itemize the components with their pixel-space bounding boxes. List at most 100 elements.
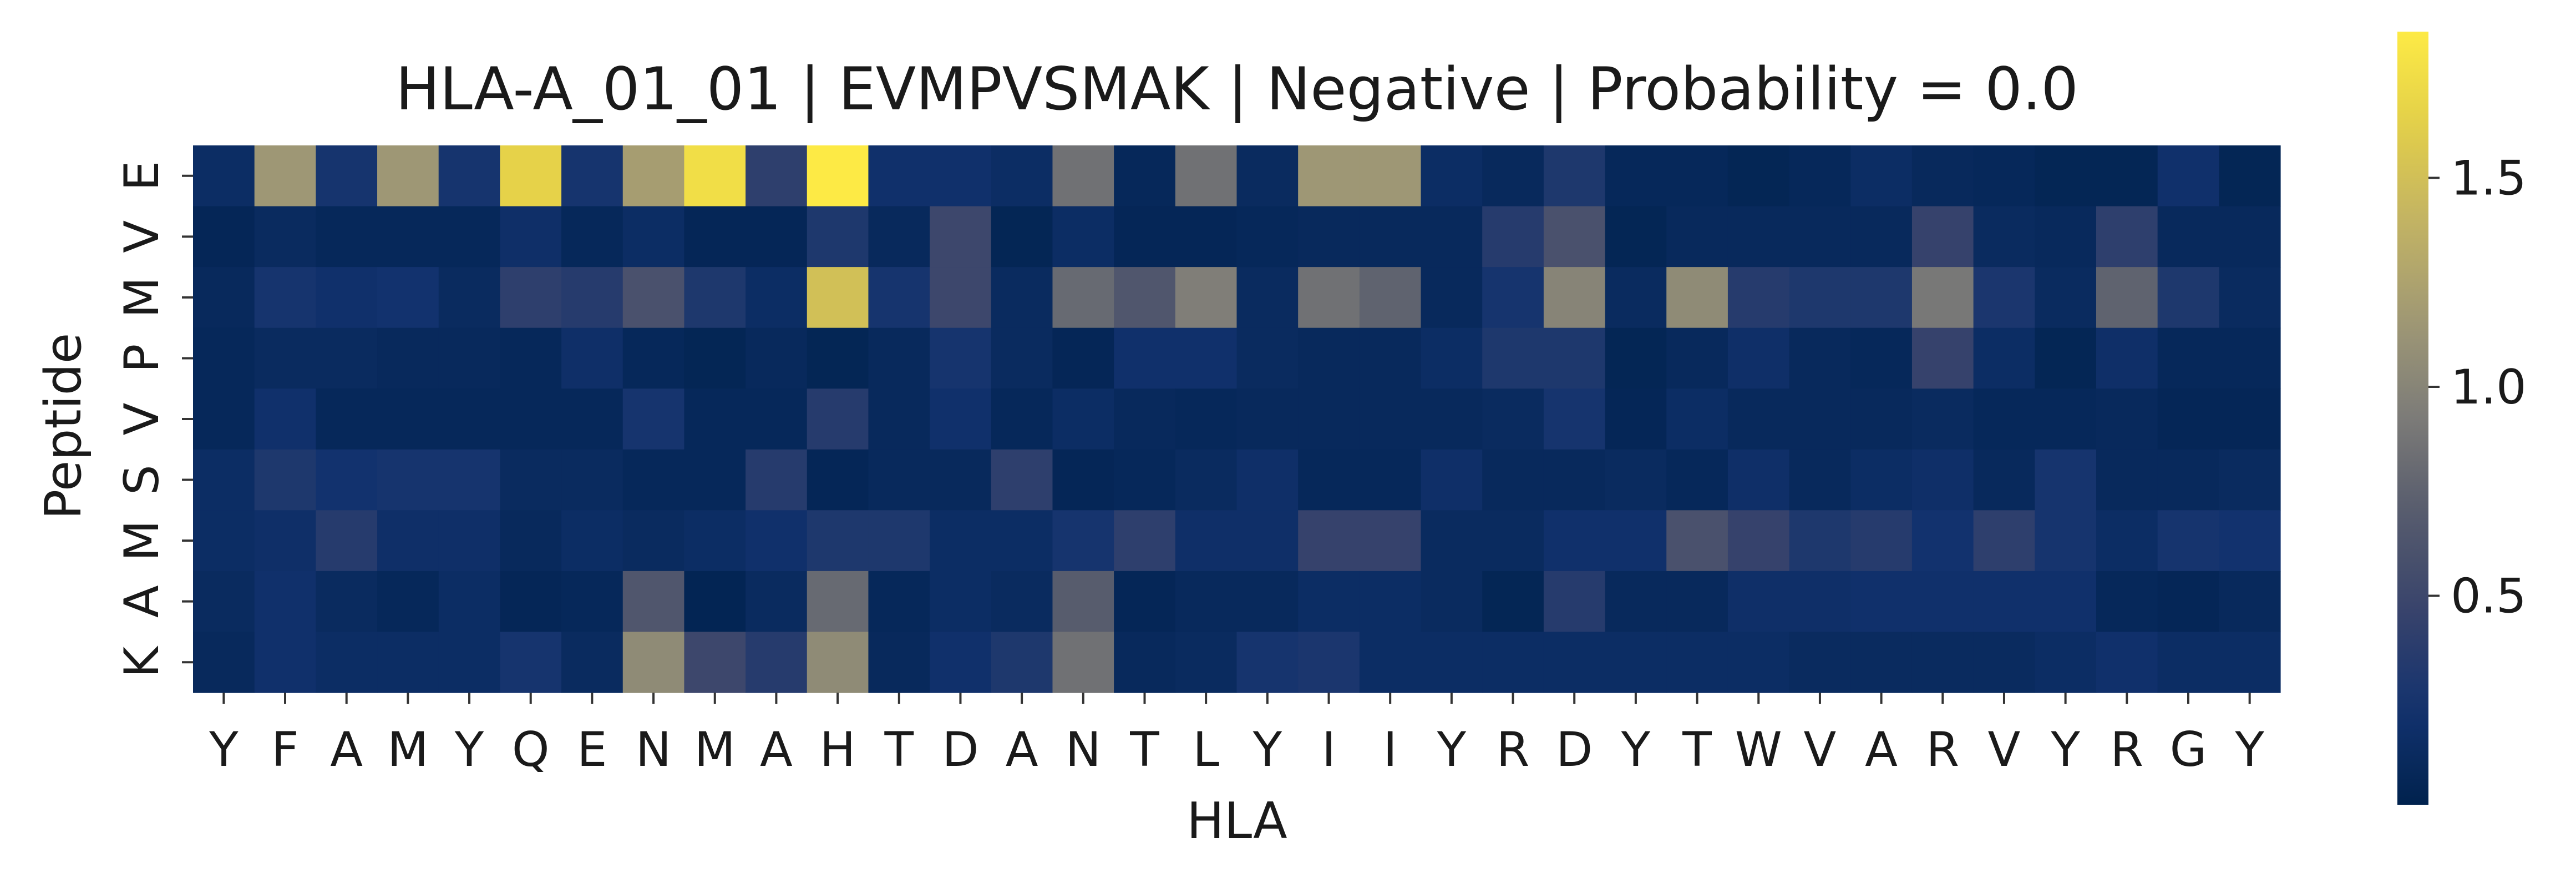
heatmap-cell <box>1421 267 1483 328</box>
heatmap-cell <box>1298 632 1360 693</box>
heatmap-cell <box>1850 450 1912 511</box>
heatmap-cell <box>684 267 746 328</box>
y-tick-label: A <box>114 585 170 618</box>
y-tick-label: E <box>114 161 170 191</box>
colorbar <box>2397 32 2428 805</box>
heatmap-cell <box>1728 632 1789 693</box>
heatmap-cell <box>1052 632 1114 693</box>
heatmap-cell <box>746 450 807 511</box>
heatmap-cell <box>1175 632 1237 693</box>
x-tick-label: Y <box>1621 722 1651 778</box>
heatmap-cell <box>1666 450 1728 511</box>
heatmap-cell <box>1974 145 2035 206</box>
heatmap-cell <box>1482 450 1544 511</box>
heatmap-cell <box>1605 145 1667 206</box>
heatmap-cell <box>439 388 500 450</box>
heatmap-cell <box>377 510 439 571</box>
heatmap-cell <box>377 328 439 389</box>
heatmap-cell <box>1974 206 2035 268</box>
colorbar-ticks: 0.5 1.0 1.5 <box>2428 151 2527 624</box>
heatmap-cell <box>2035 267 2096 328</box>
heatmap-cell <box>377 450 439 511</box>
heatmap-cell <box>1544 388 1605 450</box>
heatmap-cell <box>1237 145 1299 206</box>
heatmap-cell <box>1850 510 1912 571</box>
heatmap-cell <box>500 510 561 571</box>
heatmap-cell <box>1728 450 1789 511</box>
heatmap-cell <box>500 450 561 511</box>
heatmap-cell <box>1421 571 1483 632</box>
x-tick-label: Y <box>454 722 484 778</box>
heatmap-cell <box>2158 388 2219 450</box>
heatmap-cell <box>1360 450 1421 511</box>
heatmap-cell <box>2158 267 2219 328</box>
heatmap-cell <box>2158 510 2219 571</box>
heatmap-cell <box>623 450 684 511</box>
heatmap-cell <box>991 450 1053 511</box>
x-tick-label: V <box>1804 722 1837 778</box>
heatmap-cell <box>1052 328 1114 389</box>
heatmap-cell <box>1728 388 1789 450</box>
heatmap-cell <box>1298 510 1360 571</box>
heatmap-cell <box>1482 571 1544 632</box>
heatmap-cell <box>1789 328 1851 389</box>
heatmap-cell <box>1544 328 1605 389</box>
heatmap-cell <box>746 328 807 389</box>
x-tick-label: I <box>1383 722 1397 778</box>
heatmap-cell <box>193 145 255 206</box>
heatmap-cell <box>807 145 869 206</box>
heatmap-cell <box>561 571 623 632</box>
heatmap-cell <box>1912 267 1974 328</box>
heatmap-cell <box>255 450 316 511</box>
heatmap-cell <box>1789 388 1851 450</box>
heatmap-cell <box>1237 206 1299 268</box>
heatmap-cell <box>1728 267 1789 328</box>
heatmap-cell <box>1728 328 1789 389</box>
heatmap-cell <box>1052 388 1114 450</box>
heatmap-cell <box>1114 388 1175 450</box>
heatmap-cell <box>2219 571 2280 632</box>
heatmap-cell <box>1912 510 1974 571</box>
heatmap-cell <box>193 510 255 571</box>
heatmap-cell <box>1175 206 1237 268</box>
heatmap-cell <box>439 267 500 328</box>
x-tick-label: G <box>2170 722 2207 778</box>
heatmap-cell <box>2219 206 2280 268</box>
heatmap-cell <box>1298 450 1360 511</box>
heatmap-cell <box>1052 267 1114 328</box>
heatmap-cell <box>1175 571 1237 632</box>
heatmap-cell <box>1114 267 1175 328</box>
heatmap-cell <box>1912 450 1974 511</box>
heatmap-cell <box>1605 510 1667 571</box>
heatmap-cell <box>2096 267 2158 328</box>
heatmap-cell <box>2035 388 2096 450</box>
x-tick-label: Y <box>1437 722 1467 778</box>
heatmap-cell <box>1175 145 1237 206</box>
heatmap-cell <box>561 632 623 693</box>
heatmap-cell <box>316 145 377 206</box>
heatmap-cell <box>807 571 869 632</box>
heatmap-cell <box>2219 388 2280 450</box>
heatmap-cell <box>1360 267 1421 328</box>
heatmap-cell <box>991 388 1053 450</box>
heatmap-cell <box>1605 632 1667 693</box>
colorbar-tick-label: 1.5 <box>2451 151 2527 206</box>
heatmap-cell <box>1360 510 1421 571</box>
heatmap-cell <box>1728 145 1789 206</box>
heatmap-cell <box>930 632 991 693</box>
x-tick-label: D <box>942 722 978 778</box>
heatmap-cell <box>1114 206 1175 268</box>
heatmap-cell <box>2096 206 2158 268</box>
y-tick-label: M <box>114 277 170 318</box>
heatmap-cell <box>2158 571 2219 632</box>
heatmap-cell <box>991 206 1053 268</box>
heatmap-cell <box>1175 328 1237 389</box>
heatmap-cell <box>1114 328 1175 389</box>
heatmap-cell <box>1175 450 1237 511</box>
heatmap-cell <box>1974 450 2035 511</box>
heatmap-cell <box>1114 632 1175 693</box>
colorbar-tick-label: 0.5 <box>2451 569 2527 624</box>
heatmap-cell <box>1912 328 1974 389</box>
heatmap-cell <box>1360 632 1421 693</box>
heatmap-cell <box>930 145 991 206</box>
